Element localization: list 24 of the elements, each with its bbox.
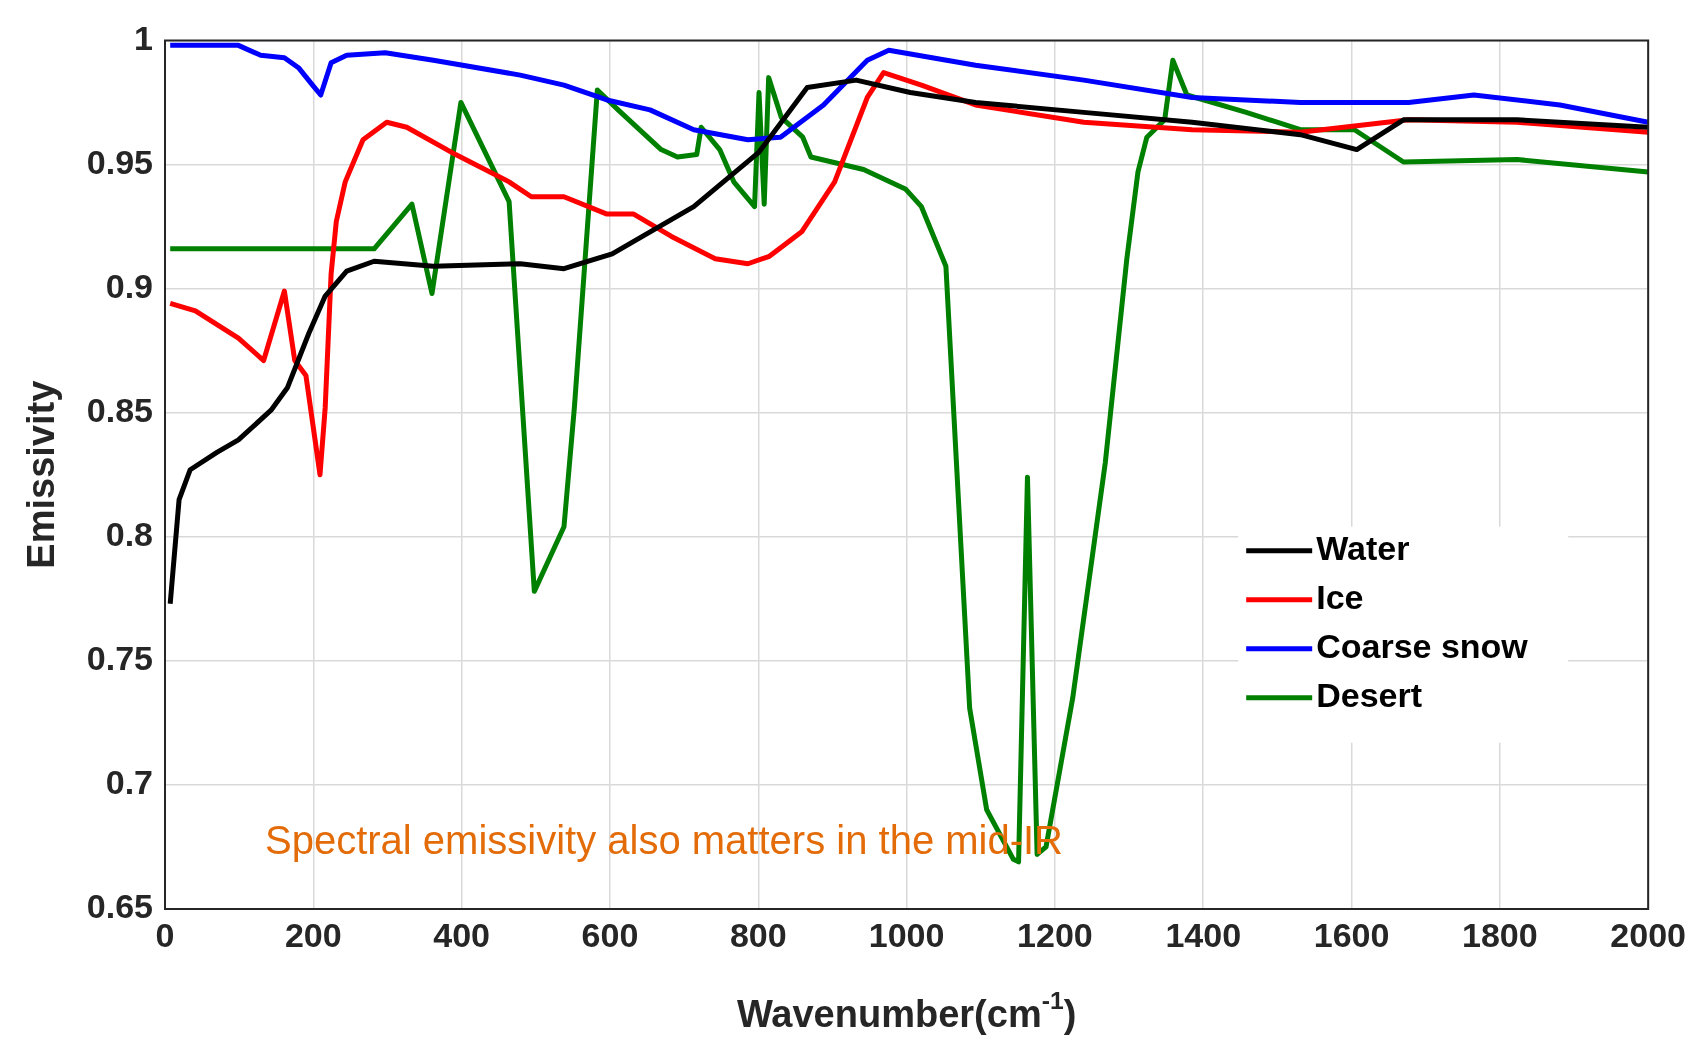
x-tick-label: 2000 <box>1610 915 1686 954</box>
x-tick-label: 1000 <box>868 915 945 954</box>
y-axis-title: Emissivity <box>20 380 63 569</box>
x-tick-label: 1200 <box>1017 915 1093 954</box>
y-tick-label: 0.7 <box>105 763 153 802</box>
y-tick-label: 0.75 <box>86 639 153 678</box>
y-tick-label: 0.8 <box>105 515 153 554</box>
legend-label: Coarse snow <box>1316 627 1529 666</box>
x-tick-label: 600 <box>581 915 639 954</box>
x-tick-label: 800 <box>729 915 787 954</box>
x-tick-label: 1800 <box>1462 915 1538 954</box>
legend-label: Desert <box>1316 676 1423 715</box>
x-tick-label: 1600 <box>1313 915 1390 954</box>
legend-label: Ice <box>1316 578 1364 617</box>
y-tick-label: 1 <box>134 18 153 57</box>
x-tick-label: 0 <box>155 915 175 954</box>
x-tick-label: 400 <box>433 915 490 954</box>
legend-label: Water <box>1316 529 1410 568</box>
x-tick-label: 200 <box>284 915 342 954</box>
x-tick-label: 1400 <box>1165 915 1242 954</box>
y-tick-label: 0.85 <box>86 391 153 430</box>
y-tick-label: 0.9 <box>105 266 153 305</box>
y-tick-label: 0.65 <box>86 887 153 926</box>
y-tick-label: 0.95 <box>86 142 153 181</box>
